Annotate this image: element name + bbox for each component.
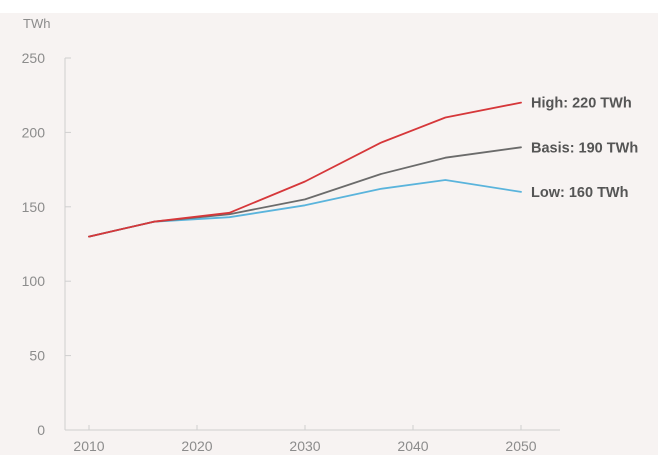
y-tick-label: 0 <box>37 422 45 438</box>
plot-background <box>0 13 658 455</box>
series-end-label-1: Basis: 190 TWh <box>531 140 638 156</box>
x-tick-label: 2040 <box>397 438 428 454</box>
end-labels: High: 220 TWh Basis: 190 TWh Low: 160 TWh <box>531 96 638 201</box>
series-lines <box>88 101 522 238</box>
x-ticks: 2010 2020 2030 2040 2050 <box>73 425 537 454</box>
y-unit-label: TWh <box>23 16 50 31</box>
series-end-label-2: Low: 160 TWh <box>531 185 628 201</box>
x-tick-label: 2030 <box>289 438 320 454</box>
y-tick-label: 150 <box>22 199 46 215</box>
y-tick-label: 100 <box>22 273 46 289</box>
x-tick-label: 2010 <box>73 438 104 454</box>
y-tick-label: 50 <box>29 348 45 364</box>
series-line-0 <box>88 101 522 238</box>
y-ticks: 0 50 100 150 200 250 <box>22 50 71 438</box>
x-tick-label: 2050 <box>505 438 536 454</box>
y-tick-label: 200 <box>22 124 46 140</box>
x-tick-label: 2020 <box>181 438 212 454</box>
y-tick-label: 250 <box>22 50 46 66</box>
series-end-label-0: High: 220 TWh <box>531 96 632 112</box>
